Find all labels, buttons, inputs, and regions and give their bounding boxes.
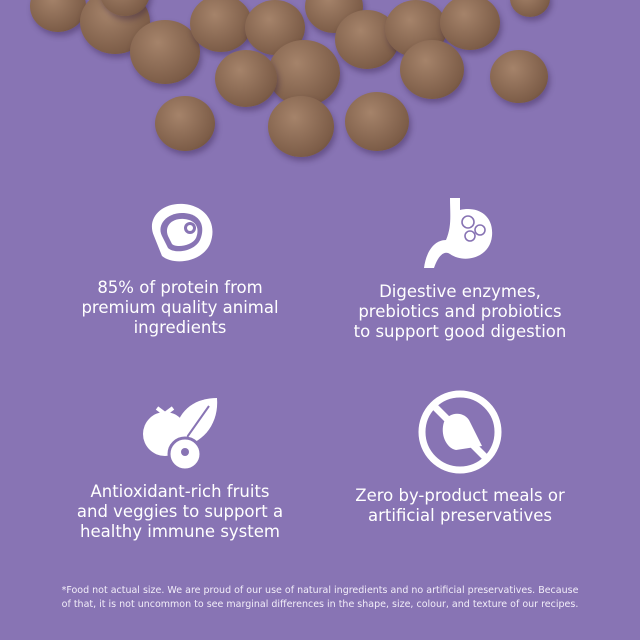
footnote: *Food not actual size. We are proud of o…	[40, 584, 600, 612]
feature-text-line: and veggies to support a	[76, 502, 284, 521]
feature-antioxidant: Antioxidant-rich fruits and veggies to s…	[30, 392, 330, 542]
kibble-piece	[155, 96, 215, 152]
kibble-piece	[30, 0, 86, 32]
kibble-piece	[345, 92, 409, 151]
stomach-digestion-icon	[424, 198, 493, 268]
feature-text-line: prebiotics and probiotics	[358, 302, 562, 321]
feature-no-by-products: Zero by-product meals or artificial pres…	[310, 388, 610, 526]
kibble-piece	[490, 50, 548, 104]
feature-digestion: Digestive enzymes, prebiotics and probio…	[310, 196, 610, 342]
feature-text-line: artificial preservatives	[368, 506, 552, 525]
meat-steak-icon	[151, 203, 213, 262]
feature-text-line: premium quality animal	[81, 298, 279, 317]
feature-text-line: Zero by-product meals or	[355, 486, 565, 505]
feature-text-line: healthy immune system	[80, 522, 280, 541]
kibble-piece	[510, 0, 550, 17]
feature-protein: 85% of protein from premium quality anim…	[30, 196, 330, 338]
feature-text-line: Digestive enzymes,	[379, 282, 541, 301]
kibble-piece	[268, 40, 340, 107]
feature-text-line: Antioxidant-rich fruits	[90, 482, 270, 501]
kibble-piece	[400, 40, 464, 99]
kibble-piece	[130, 20, 200, 85]
footnote-line: *Food not actual size. We are proud of o…	[61, 585, 579, 596]
fruit-leaf-icon	[143, 398, 218, 472]
footnote-line: of that, it is not uncommon to see margi…	[61, 599, 579, 610]
kibble-piece	[268, 96, 334, 157]
kibble-piece	[190, 0, 252, 53]
kibble-piece	[100, 0, 150, 16]
kibble-piece	[440, 0, 500, 51]
no-by-product-icon	[418, 390, 502, 474]
feature-text-line: to support good digestion	[353, 322, 567, 341]
feature-text-line: ingredients	[133, 318, 227, 337]
feature-text-line: 85% of protein from	[97, 278, 263, 297]
kibble-piece	[215, 50, 277, 108]
